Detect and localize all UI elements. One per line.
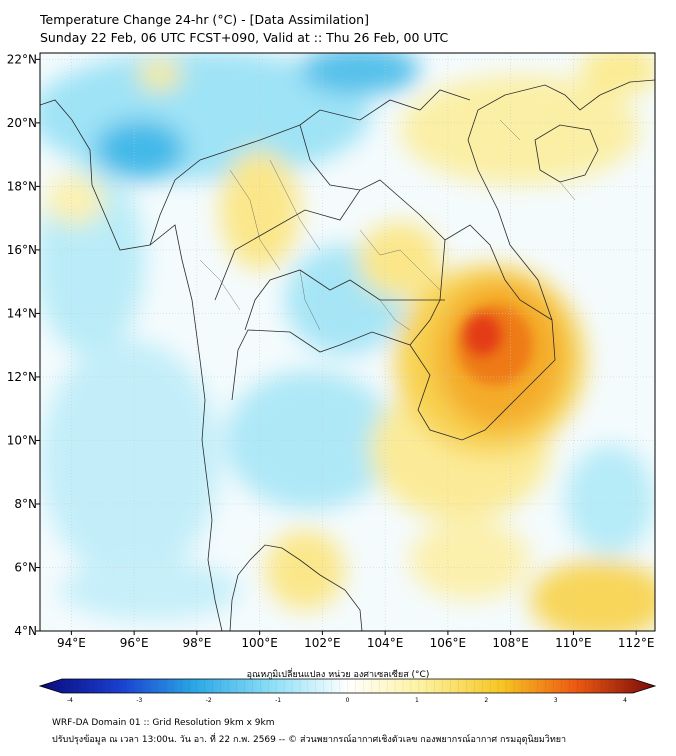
longitude-label: 110°E [555, 636, 592, 650]
colorbar-tick-label: 3 [554, 697, 558, 704]
latitude-label: 16°N [7, 243, 37, 257]
longitude-label: 104°E [367, 636, 404, 650]
temperature-field [40, 53, 655, 631]
latitude-label: 10°N [7, 433, 37, 447]
colorbar-tick-label: -4 [67, 697, 73, 704]
latitude-label: 12°N [7, 370, 37, 384]
colorbar-tick-label: -3 [136, 697, 142, 704]
longitude-labels: 94°E 96°E 98°E 100°E 102°E 104°E 106°E 108°E 110… [57, 631, 654, 650]
map-subtitle: Sunday 22 Feb, 06 UTC FCST+090, Valid at… [40, 30, 449, 45]
latitude-label: 14°N [7, 306, 37, 320]
footer-update-info: ปรับปรุงข้อมูล ณ เวลา 13:00น. วัน อา. ที… [52, 735, 567, 745]
boundaries [40, 79, 655, 631]
colorbar-tick-label: 2 [484, 697, 488, 704]
colorbar-ticks: -4 -3 -2 -1 0 1 2 3 4 [67, 679, 627, 704]
map-frame [39, 52, 656, 632]
colorbar-bar [38, 678, 657, 694]
latitude-label: 22°N [7, 52, 37, 66]
longitude-label: 100°E [241, 636, 278, 650]
longitude-label: 112°E [618, 636, 655, 650]
longitude-label: 108°E [492, 636, 529, 650]
latitude-label: 6°N [14, 560, 37, 574]
colorbar-tick-label: -2 [206, 697, 212, 704]
latitude-label: 18°N [7, 179, 37, 193]
latitude-label: 8°N [14, 497, 37, 511]
province-boundaries [199, 119, 576, 331]
map-title: Temperature Change 24-hr (°C) - [Data As… [40, 12, 369, 27]
longitude-label: 94°E [57, 636, 86, 650]
colorbar: -4 -3 -2 -1 0 1 2 3 4 [38, 678, 657, 704]
colorbar-title: อุณหภูมิเปลี่ยนแปลง หน่วย องศาเซลเซียส (… [246, 670, 430, 680]
colorbar-tick-label: 1 [415, 697, 419, 704]
colorbar-tick-label: 0 [346, 697, 350, 704]
longitude-label: 102°E [304, 636, 341, 650]
colorbar-tick-label: 4 [623, 697, 627, 704]
latitude-labels: 22°N 20°N 18°N 16°N 14°N 12°N 10°N 8°N 6°N 4°N [7, 52, 40, 638]
longitude-label: 96°E [120, 636, 149, 650]
longitude-label: 98°E [182, 636, 211, 650]
longitude-label: 106°E [430, 636, 467, 650]
latitude-label: 20°N [7, 116, 37, 130]
colorbar-tick-label: -1 [275, 697, 281, 704]
latitude-label: 4°N [14, 624, 37, 638]
graticule [40, 53, 655, 632]
footer-model-info: WRF-DA Domain 01 :: Grid Resolution 9km … [52, 718, 275, 728]
